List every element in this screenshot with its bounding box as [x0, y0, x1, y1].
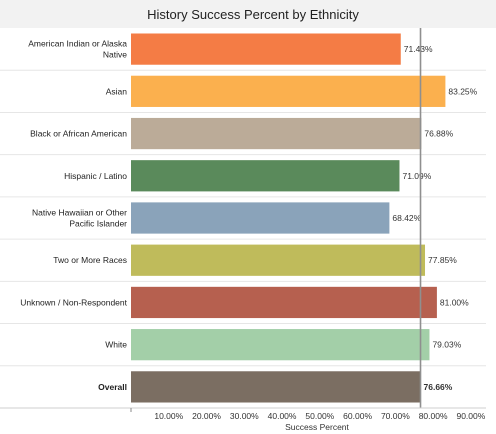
category-label-line: American Indian or Alaska: [28, 39, 127, 49]
category-label-line: Asian: [106, 86, 128, 96]
category-label-unknown-non-respondent: Unknown / Non-Respondent: [20, 297, 127, 307]
value-label-native-hawaiian-or-other-pacific-islander: 68.42%: [392, 213, 421, 223]
chart-title: History Success Percent by Ethnicity: [147, 7, 359, 22]
category-label-overall: Overall: [98, 382, 127, 392]
value-label-two-or-more-races: 77.85%: [428, 255, 457, 265]
category-label-line: Overall: [98, 382, 127, 392]
value-label-overall: 76.66%: [424, 382, 453, 392]
category-label-asian: Asian: [106, 86, 128, 96]
x-tick-label: 80.00%: [419, 411, 448, 421]
value-label-unknown-non-respondent: 81.00%: [440, 297, 469, 307]
title-band: [0, 0, 496, 28]
category-label-line: Unknown / Non-Respondent: [20, 297, 127, 307]
value-label-american-indian-or-alaska-native: 71.43%: [404, 44, 433, 54]
category-label-american-indian-or-alaska-native: American Indian or Alaska Native: [28, 39, 127, 60]
bar-hispanic-latino: [131, 160, 400, 192]
category-label-line: Black or African American: [30, 129, 127, 139]
bar-white: [131, 329, 430, 361]
category-label-line: Hispanic / Latino: [64, 171, 127, 181]
x-tick-label: 70.00%: [381, 411, 410, 421]
x-tick-label: 20.00%: [192, 411, 221, 421]
category-label-hispanic-latino: Hispanic / Latino: [64, 171, 127, 181]
category-labels: American Indian or Alaska Native Asian Blac…: [20, 39, 127, 392]
bar-native-hawaiian-or-other-pacific-islander: [131, 202, 390, 234]
x-axis-title: Success Percent: [285, 422, 349, 432]
value-labels: 71.43% 83.25% 76.88% 71.09% 68.42% 77.85% 81.0…: [392, 44, 477, 392]
bar-overall: [131, 371, 421, 403]
category-label-two-or-more-races: Two or More Races: [53, 255, 127, 265]
x-tick-label: 10.00%: [154, 411, 183, 421]
value-label-asian: 83.25%: [448, 86, 477, 96]
value-label-hispanic-latino: 71.09%: [402, 171, 431, 181]
category-label-native-hawaiian-or-other-pacific-islander: Native Hawaiian or Other Pacific Islander: [32, 208, 127, 229]
category-label-black-or-african-american: Black or African American: [30, 129, 127, 139]
bar-american-indian-or-alaska-native: [131, 33, 401, 65]
row-separators: [0, 69, 486, 367]
x-tick-label: 60.00%: [343, 411, 372, 421]
category-label-line: White: [105, 340, 127, 350]
value-label-white: 79.03%: [432, 340, 461, 350]
value-label-black-or-african-american: 76.88%: [424, 129, 453, 139]
bars: [131, 33, 446, 403]
bar-black-or-african-american: [131, 117, 422, 150]
x-tick-label: 50.00%: [305, 411, 334, 421]
bar-unknown-non-respondent: [131, 286, 437, 319]
bar-asian: [131, 75, 446, 107]
category-label-line: Native Hawaiian or Other: [32, 208, 127, 218]
x-tick-label: 40.00%: [268, 411, 297, 421]
bar-two-or-more-races: [131, 244, 426, 276]
category-label-line: Native: [103, 50, 127, 60]
category-label-line: Two or More Races: [53, 255, 127, 265]
x-tick-label: 30.00%: [230, 411, 259, 421]
x-axis: 10.00% 20.00% 30.00% 40.00% 50.00% 60.00% 70.0…: [0, 407, 486, 421]
x-tick-label: 90.00%: [456, 411, 485, 421]
category-label-white: White: [105, 340, 127, 350]
category-label-line: Pacific Islander: [69, 219, 127, 229]
